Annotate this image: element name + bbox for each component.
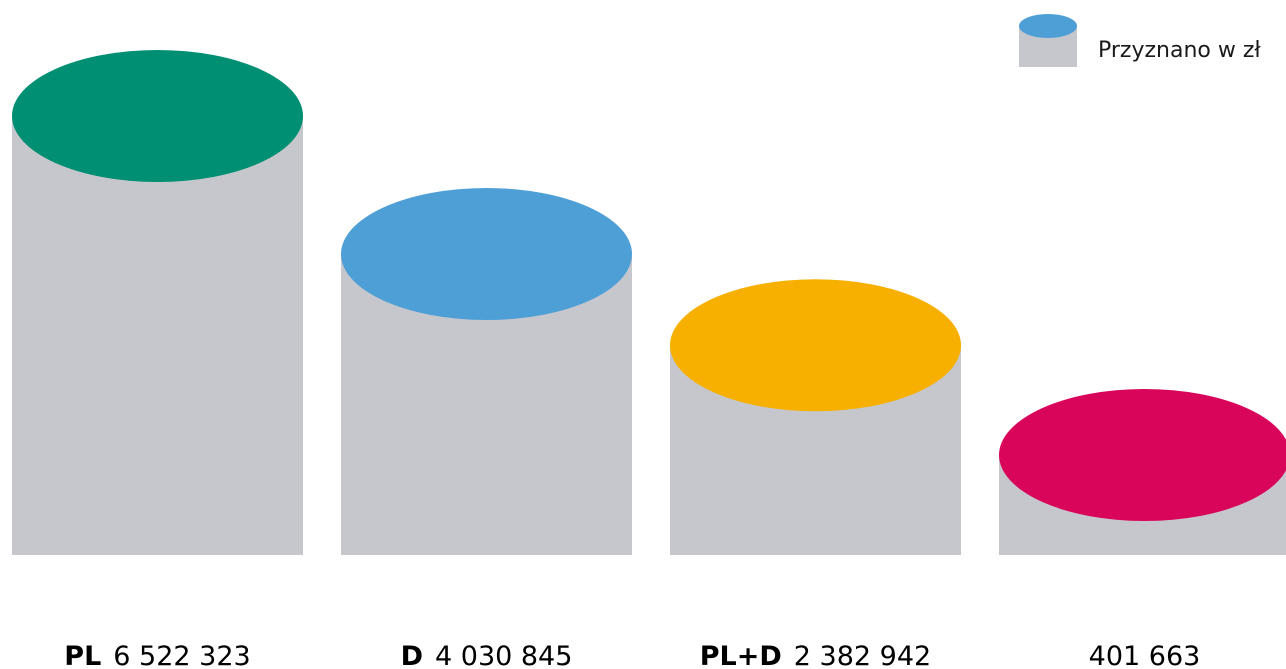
category-value: 6 522 323	[113, 641, 250, 669]
bar-top-3	[670, 279, 961, 412]
category-value: 4 030 845	[435, 641, 572, 669]
bar-top-1	[12, 50, 303, 182]
category-label-2: D 4 030 845	[401, 641, 573, 669]
category-value: 2 382 942	[794, 641, 931, 669]
category-label-3: PL+D 2 382 942	[700, 641, 931, 669]
category-label-4: 401 663	[1089, 641, 1201, 669]
category-value: 401 663	[1089, 641, 1201, 669]
category-label-1: PL 6 522 323	[64, 641, 250, 669]
category-code: PL	[64, 641, 101, 669]
legend-swatch-top	[1019, 14, 1077, 38]
bars-group	[12, 50, 1286, 555]
category-code: PL+D	[700, 641, 782, 669]
legend-label: Przyznano w zł	[1098, 38, 1261, 63]
bar-body-1	[12, 116, 303, 555]
bar-top-4	[999, 389, 1286, 521]
legend: Przyznano w zł	[1019, 14, 1261, 67]
category-labels-group: PL 6 522 323 D 4 030 845 PL+D 2 382 942 401 66…	[64, 641, 1200, 669]
bar-top-2	[341, 187, 632, 320]
category-code: D	[401, 641, 423, 669]
